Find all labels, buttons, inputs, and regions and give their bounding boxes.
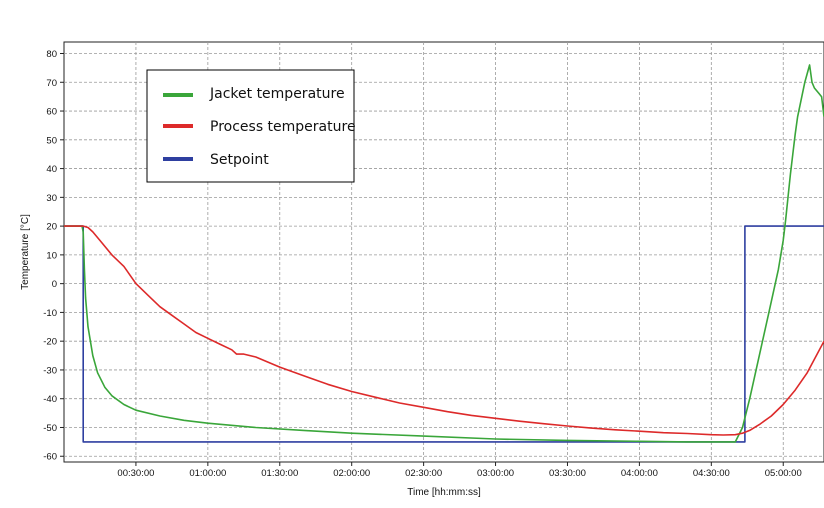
x-tick-label: 05:00:00 xyxy=(765,468,802,479)
y-tick-label: -10 xyxy=(43,308,57,319)
x-tick-label: 01:30:00 xyxy=(261,468,298,479)
y-tick-label: 60 xyxy=(46,107,57,118)
x-ticks: 00:30:00 01:00:00 01:30:00 02:00:00 02:30:00… xyxy=(117,462,802,479)
y-tick-label: -30 xyxy=(43,365,57,376)
y-tick-label: 20 xyxy=(46,222,57,233)
legend-swatch-setpoint xyxy=(163,157,193,161)
x-tick-label: 04:00:00 xyxy=(621,468,658,479)
series-jacket-line xyxy=(64,64,824,443)
y-tick-label: -20 xyxy=(43,337,57,348)
x-tick-label: 04:30:00 xyxy=(693,468,730,479)
x-tick-label: 03:30:00 xyxy=(549,468,586,479)
y-tick-label: 30 xyxy=(46,193,57,204)
y-tick-label: 80 xyxy=(46,49,57,60)
series-group xyxy=(64,64,824,443)
y-tick-label: -50 xyxy=(43,423,57,434)
x-tick-label: 02:00:00 xyxy=(333,468,370,479)
y-tick-label: -60 xyxy=(43,452,57,463)
legend-swatch-jacket xyxy=(163,93,193,97)
x-tick-label: 01:00:00 xyxy=(189,468,226,479)
x-tick-label: 00:30:00 xyxy=(117,468,154,479)
legend-label-jacket: Jacket temperature xyxy=(209,86,345,102)
y-tick-label: 50 xyxy=(46,135,57,146)
legend: Jacket temperature Process temperature S… xyxy=(146,69,356,183)
y-tick-label: -40 xyxy=(43,394,57,405)
legend-label-setpoint: Setpoint xyxy=(210,152,269,168)
x-tick-label: 03:00:00 xyxy=(477,468,514,479)
y-tick-label: 0 xyxy=(52,279,57,290)
y-tick-label: 70 xyxy=(46,78,57,89)
series-process-line xyxy=(64,225,824,436)
y-tick-label: 10 xyxy=(46,250,57,261)
legend-label-process: Process temperature xyxy=(210,119,356,135)
grid xyxy=(64,42,824,462)
y-axis-title: Temperature [°C] xyxy=(20,214,31,290)
x-tick-label: 02:30:00 xyxy=(405,468,442,479)
x-axis-title: Time [hh:mm:ss] xyxy=(407,487,481,498)
y-ticks: 80 70 60 50 40 30 20 10 0 -10 -20 -30 -40 -50 -60 xyxy=(43,49,64,463)
y-tick-label: 40 xyxy=(46,164,57,175)
legend-swatch-process xyxy=(163,124,193,128)
